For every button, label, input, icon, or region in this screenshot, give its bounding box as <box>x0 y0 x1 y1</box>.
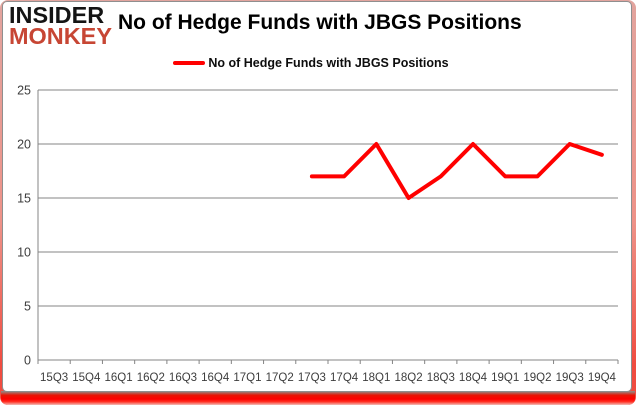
gridlines <box>38 89 618 361</box>
svg-text:17Q1: 17Q1 <box>233 372 261 384</box>
x-tick-labels: 15Q3 15Q4 16Q1 16Q2 16Q3 16Q4 17Q1 17Q2 17Q3 17Q4… <box>40 372 617 384</box>
svg-text:19Q4: 19Q4 <box>588 372 617 384</box>
svg-text:19Q2: 19Q2 <box>523 372 551 384</box>
svg-text:17Q4: 17Q4 <box>330 372 359 384</box>
chart-title: No of Hedge Funds with JBGS Positions <box>118 11 522 34</box>
red-bottom-bar <box>1 391 635 405</box>
svg-text:16Q1: 16Q1 <box>104 372 132 384</box>
y-tick-labels: 0 5 10 15 20 25 <box>17 84 31 368</box>
svg-text:19Q3: 19Q3 <box>556 372 584 384</box>
legend-label: No of Hedge Funds with JBGS Positions <box>208 56 449 70</box>
legend: No of Hedge Funds with JBGS Positions <box>0 56 622 70</box>
logo-line-monkey: MONKEY <box>9 23 112 50</box>
svg-text:10: 10 <box>17 246 31 260</box>
logo-line-insider: INSIDER <box>9 2 105 28</box>
svg-text:25: 25 <box>17 84 31 98</box>
series-lines <box>309 142 604 200</box>
svg-text:18Q3: 18Q3 <box>427 372 455 384</box>
svg-text:15Q4: 15Q4 <box>72 372 101 384</box>
svg-text:17Q2: 17Q2 <box>266 372 294 384</box>
svg-text:15: 15 <box>17 192 31 206</box>
chart-card <box>2 1 632 392</box>
svg-text:18Q4: 18Q4 <box>459 372 488 384</box>
svg-text:17Q3: 17Q3 <box>298 372 326 384</box>
insider-monkey-logo: INSIDER MONKEY <box>9 2 112 50</box>
axes <box>37 90 619 364</box>
svg-text:5: 5 <box>24 300 31 314</box>
svg-text:18Q1: 18Q1 <box>362 372 390 384</box>
svg-text:20: 20 <box>17 138 31 152</box>
svg-text:16Q3: 16Q3 <box>169 372 197 384</box>
svg-text:18Q2: 18Q2 <box>394 372 422 384</box>
svg-text:19Q1: 19Q1 <box>491 372 519 384</box>
svg-text:16Q4: 16Q4 <box>201 372 230 384</box>
svg-text:0: 0 <box>24 354 31 368</box>
svg-text:16Q2: 16Q2 <box>137 372 165 384</box>
svg-text:15Q3: 15Q3 <box>40 372 68 384</box>
legend-line-swatch <box>173 61 206 65</box>
